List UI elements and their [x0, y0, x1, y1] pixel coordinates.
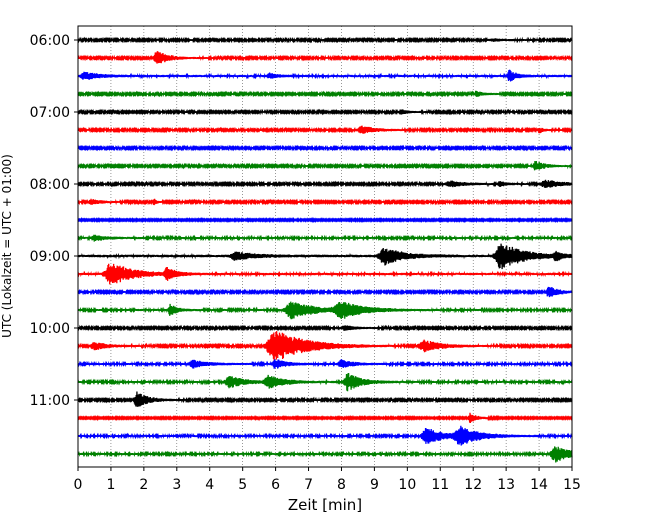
plot-frame: [77, 25, 573, 468]
y-tick-label: 07:00: [30, 105, 70, 121]
trace-0700: [77, 108, 573, 116]
x-tick-label: 5: [238, 477, 247, 493]
trace-0845: [77, 234, 573, 242]
trace-1100: [77, 391, 573, 407]
x-tick-label: 15: [563, 477, 581, 493]
x-tick-label: 4: [205, 477, 214, 493]
y-tick-label: 10:00: [30, 321, 70, 337]
y-tick-label: 08:00: [30, 177, 70, 193]
y-axis-label: UTC (Lokalzeit = UTC + 01:00): [0, 154, 14, 338]
trace-layer: [77, 36, 573, 463]
trace-0830: [77, 216, 573, 224]
trace-1115: [77, 412, 573, 423]
trace-0930: [77, 286, 573, 298]
x-tick-label: 8: [337, 477, 346, 493]
trace-1000: [77, 324, 573, 332]
trace-1145: [77, 446, 573, 463]
trace-0815: [77, 198, 573, 206]
x-axis-label: Zeit [min]: [288, 496, 362, 514]
y-tick-label: 06:00: [30, 33, 70, 49]
trace-0730: [77, 144, 573, 152]
trace-0615: [77, 51, 573, 64]
trace-0630: [77, 69, 573, 82]
y-tick-label: 09:00: [30, 249, 70, 265]
trace-0900: [77, 243, 573, 270]
x-axis: 0 1 2 3 4 5 6 7 8 9 10 11 12 13 14 15: [74, 467, 581, 493]
trace-1130: [77, 425, 573, 446]
x-tick-label: 13: [497, 477, 515, 493]
y-axis: 06:00 07:00 08:00 09:00 10:00 11:00: [30, 33, 78, 409]
trace-0645: [77, 90, 573, 98]
x-tick-label: 12: [464, 477, 482, 493]
x-tick-label: 0: [74, 477, 83, 493]
trace-0715: [77, 125, 573, 134]
trace-0745: [77, 160, 573, 171]
x-tick-label: 6: [271, 477, 280, 493]
x-tick-label: 7: [304, 477, 313, 493]
x-tick-label: 14: [530, 477, 548, 493]
x-tick-label: 2: [139, 477, 148, 493]
x-tick-label: 1: [106, 477, 115, 493]
x-tick-label: 9: [370, 477, 379, 493]
x-tick-label: 11: [431, 477, 449, 493]
trace-1030: [77, 359, 573, 369]
trace-0800: [77, 179, 573, 188]
x-tick-label: 3: [172, 477, 181, 493]
trace-0915: [77, 263, 573, 285]
trace-0945: [77, 301, 573, 320]
trace-1015: [77, 331, 573, 361]
y-tick-label: 11:00: [30, 393, 70, 409]
trace-1045: [77, 373, 573, 392]
trace-0600: [77, 36, 573, 44]
x-tick-label: 10: [398, 477, 416, 493]
